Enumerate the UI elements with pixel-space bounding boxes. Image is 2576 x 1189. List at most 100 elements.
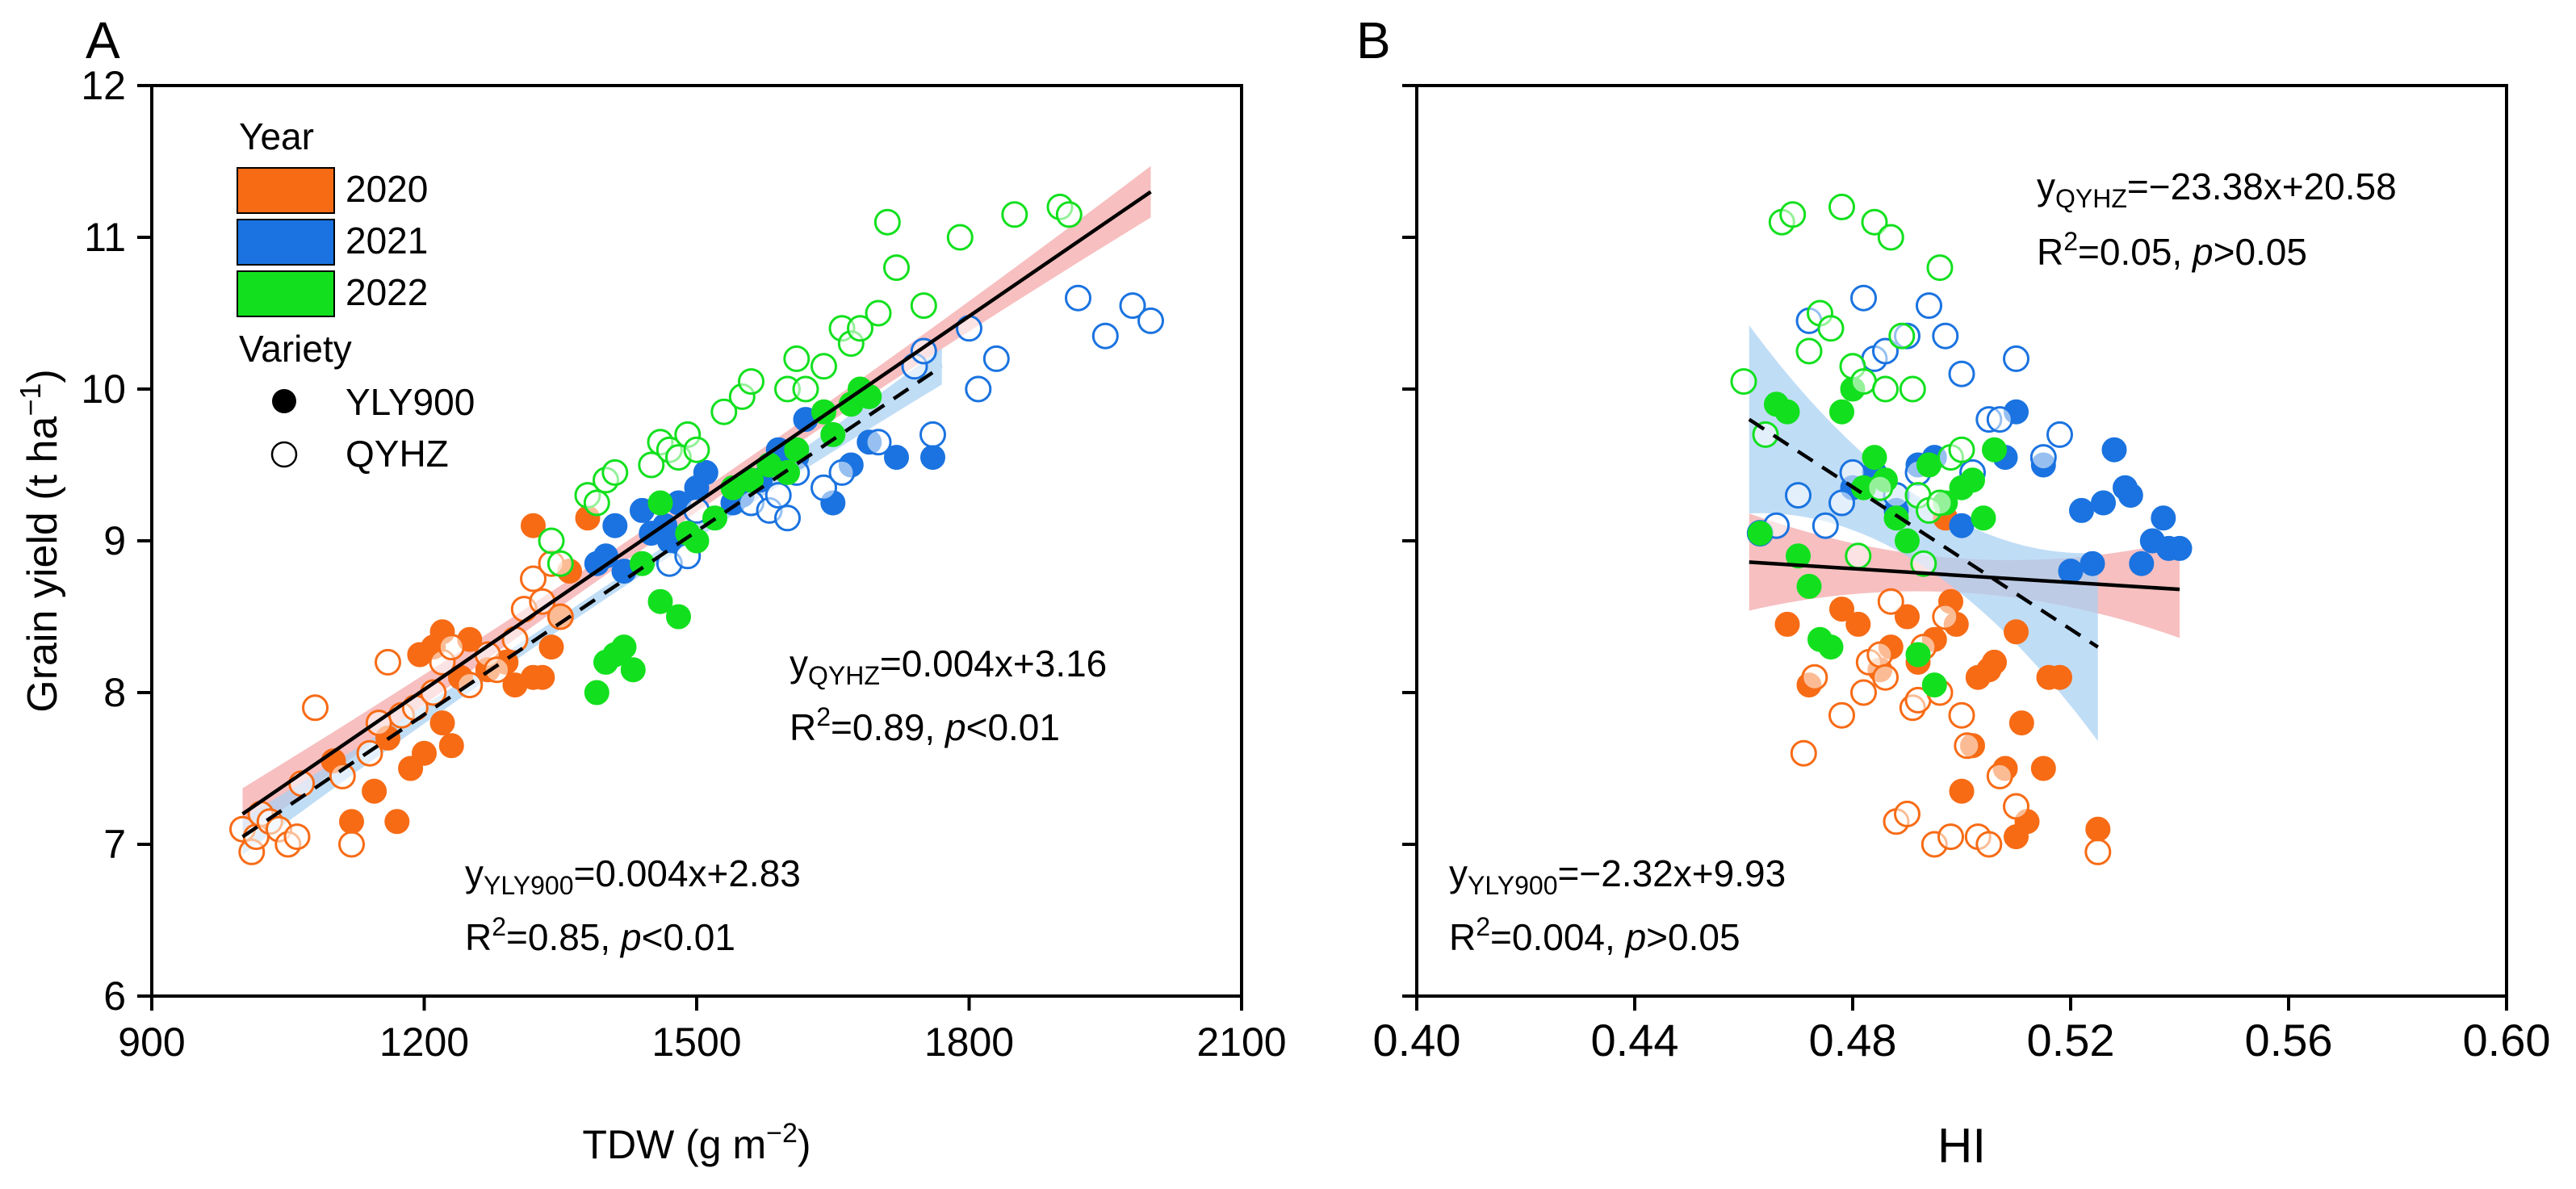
point-2021-yly900 — [602, 513, 628, 538]
point-2022-qyhz — [1845, 542, 1872, 570]
point-2022-qyhz — [583, 489, 610, 517]
point-2020-yly900 — [1829, 597, 1854, 622]
point-2021-qyhz — [1137, 307, 1164, 334]
x-tick-label-a: 1500 — [651, 1019, 741, 1065]
fit-line-qyhz-a — [241, 364, 944, 839]
point-2020-qyhz — [1986, 762, 2013, 789]
point-2022-yly900 — [1786, 543, 1811, 569]
point-2021-yly900 — [693, 459, 718, 485]
point-2022-qyhz — [1817, 315, 1845, 342]
legend-swatch-2021 — [237, 219, 335, 266]
point-2022-qyhz — [1752, 421, 1779, 448]
point-2020-qyhz — [1937, 823, 1964, 851]
equation-yly900-b: yYLY900=−2.32x+9.93 — [1449, 852, 1786, 900]
point-2021-qyhz — [1785, 482, 1812, 509]
equation-qyhz-a-body: =0.004x+3.16 — [880, 643, 1107, 685]
point-2020-qyhz — [2084, 838, 2112, 865]
r2-yly900-b: R2=0.004, p>0.05 — [1449, 912, 1740, 958]
data-points-a — [229, 193, 1164, 865]
equation-qyhz-b-subscript: QYHZ — [2055, 184, 2127, 213]
point-2022-yly900 — [1774, 399, 1800, 425]
equation-yly900-a: yYLY900=0.004x+2.83 — [465, 852, 801, 900]
point-2022-qyhz — [1828, 193, 1855, 220]
point-2022-yly900 — [1971, 505, 1996, 531]
point-2022-qyhz — [1055, 201, 1083, 228]
point-2020-yly900 — [429, 710, 455, 736]
point-2021-qyhz — [1119, 292, 1146, 320]
point-2020-yly900 — [2008, 710, 2034, 736]
point-2021-qyhz — [828, 458, 856, 486]
p-qyhz-b: p — [2191, 231, 2214, 273]
point-2020-qyhz — [2003, 793, 2029, 820]
p-yly900-b: p — [1624, 916, 1647, 958]
point-2021-qyhz — [1948, 360, 1975, 387]
point-2021-yly900 — [2117, 483, 2143, 509]
legend-label-2021: 2021 — [346, 220, 428, 262]
equation-yly900-a-body: =0.004x+2.83 — [574, 852, 801, 894]
fit-line-qyhz-b — [1748, 417, 2099, 649]
point-2021-qyhz — [965, 375, 992, 403]
point-2020-qyhz — [438, 634, 465, 661]
point-2021-qyhz — [1986, 406, 2013, 433]
y-tick-label-a: 12 — [81, 63, 126, 108]
point-2021-qyhz — [810, 474, 837, 501]
point-2022-yly900 — [584, 680, 609, 705]
point-2022-yly900 — [666, 604, 691, 630]
x-tick-label-a: 2100 — [1196, 1019, 1286, 1065]
point-2020-qyhz — [1975, 831, 2003, 858]
point-2020-yly900 — [1845, 611, 1871, 637]
point-2022-qyhz — [1861, 208, 1888, 236]
legend-year-title: Year — [239, 115, 314, 157]
point-2021-yly900 — [2069, 497, 2094, 523]
point-2020-qyhz — [1872, 664, 1899, 691]
x-axis-title-a-tail: ) — [798, 1122, 811, 1167]
point-2021-qyhz — [919, 421, 946, 448]
x-axis-title-a: TDW (g m−2) — [582, 1118, 810, 1167]
fit-lines-b — [1748, 417, 2180, 649]
point-2020-yly900 — [362, 778, 387, 804]
equation-yly900-b-body: =−2.32x+9.93 — [1558, 852, 1786, 894]
point-2020-yly900 — [2004, 619, 2029, 645]
point-2022-qyhz — [638, 451, 665, 479]
point-2020-qyhz — [1850, 679, 1877, 706]
x-tick-label-a: 900 — [118, 1019, 185, 1065]
point-2020-qyhz — [1894, 800, 1920, 827]
point-2022-yly900 — [620, 657, 646, 683]
point-2020-yly900 — [538, 634, 564, 660]
point-2022-qyhz — [1866, 474, 1894, 501]
point-2020-qyhz — [547, 603, 574, 630]
point-2020-qyhz — [1801, 664, 1828, 691]
legend: Year 2020 2021 2022 Variety YLY900 QYHZ — [237, 115, 475, 475]
fit-lines-a — [241, 190, 1152, 839]
legend-swatch-2020 — [237, 167, 335, 214]
point-2022-qyhz — [1730, 368, 1757, 396]
point-2021-yly900 — [2091, 490, 2116, 516]
point-2020-qyhz — [329, 762, 356, 789]
point-2020-qyhz — [283, 823, 311, 851]
point-2022-qyhz — [1872, 375, 1899, 403]
point-2022-qyhz — [883, 254, 910, 282]
point-2020-yly900 — [1949, 778, 1975, 804]
equation-qyhz-b-body: =−23.38x+20.58 — [2127, 165, 2397, 207]
point-2022-yly900 — [1829, 399, 1854, 425]
point-2022-qyhz — [1926, 489, 1954, 517]
point-2021-yly900 — [920, 445, 945, 471]
x-axis-title-a-text: TDW (g m — [582, 1122, 766, 1167]
point-2021-qyhz — [1065, 284, 1091, 312]
r2-qyhz-a: R2=0.89, p<0.01 — [790, 702, 1060, 748]
point-2022-qyhz — [1926, 254, 1954, 282]
equation-yly900-b-subscript: YLY900 — [1468, 871, 1558, 900]
x-tick-label-a: 1200 — [379, 1019, 469, 1065]
point-2021-yly900 — [2080, 551, 2105, 576]
point-2022-yly900 — [820, 421, 846, 447]
point-2022-yly900 — [1883, 505, 1909, 531]
point-2022-qyhz — [810, 353, 837, 380]
point-2022-yly900 — [1747, 521, 1773, 546]
point-2022-yly900 — [611, 634, 637, 660]
point-2020-yly900 — [412, 740, 437, 766]
panel-label-b: B — [1356, 11, 1391, 69]
point-2020-qyhz — [338, 831, 365, 858]
point-2021-qyhz — [2029, 444, 2057, 471]
point-2022-qyhz — [538, 527, 565, 555]
x-axis-title-b: HI — [1937, 1119, 1986, 1173]
